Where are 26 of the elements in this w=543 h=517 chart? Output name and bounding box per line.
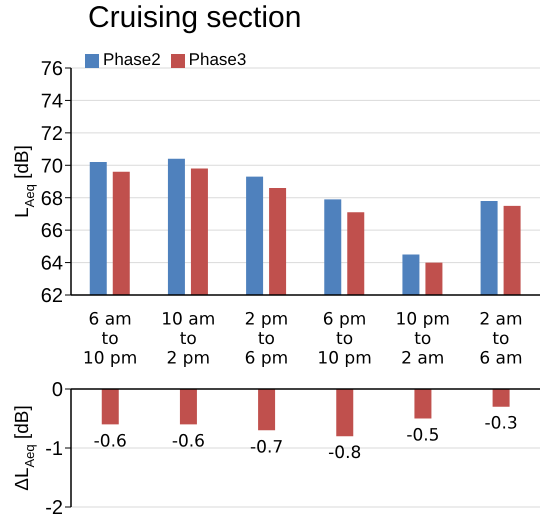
data-label: -0.7 xyxy=(250,437,284,458)
y-tick-label: 70 xyxy=(40,155,63,178)
y-tick-label: 62 xyxy=(40,285,63,308)
data-label: -0.5 xyxy=(406,426,440,446)
x-tick-label: 2 pm to 6 pm xyxy=(244,309,288,368)
legend-label: Phase3 xyxy=(188,50,246,69)
x-tick-label: 2 am to 6 am xyxy=(479,309,523,368)
y-tick-label: -1 xyxy=(45,438,63,460)
chart-title: Cruising section xyxy=(88,0,302,36)
y-tick-label: 66 xyxy=(40,220,63,242)
data-label: -0.8 xyxy=(328,443,362,464)
x-tick-label: 10 am to 2 pm xyxy=(161,309,216,368)
data-label: -0.6 xyxy=(94,431,127,452)
y-tick-label: 0 xyxy=(52,379,63,402)
y-tick-label: 68 xyxy=(40,188,63,210)
data-label: -0.3 xyxy=(484,414,518,434)
y-tick-label: -2 xyxy=(45,497,63,517)
x-tick-label: 10 pm to 2 am xyxy=(396,309,450,368)
x-tick-label: 6 am to 10 pm xyxy=(82,309,138,368)
data-label: -0.6 xyxy=(172,431,206,452)
legend-label: Phase2 xyxy=(103,50,161,69)
y-tick-label: 74 xyxy=(40,90,63,113)
x-tick-label: 6 pm to 10 pm xyxy=(317,309,372,368)
y-tick-label: 76 xyxy=(40,58,63,80)
y-tick-label: 64 xyxy=(40,252,63,275)
y-tick-label: 72 xyxy=(40,122,63,145)
